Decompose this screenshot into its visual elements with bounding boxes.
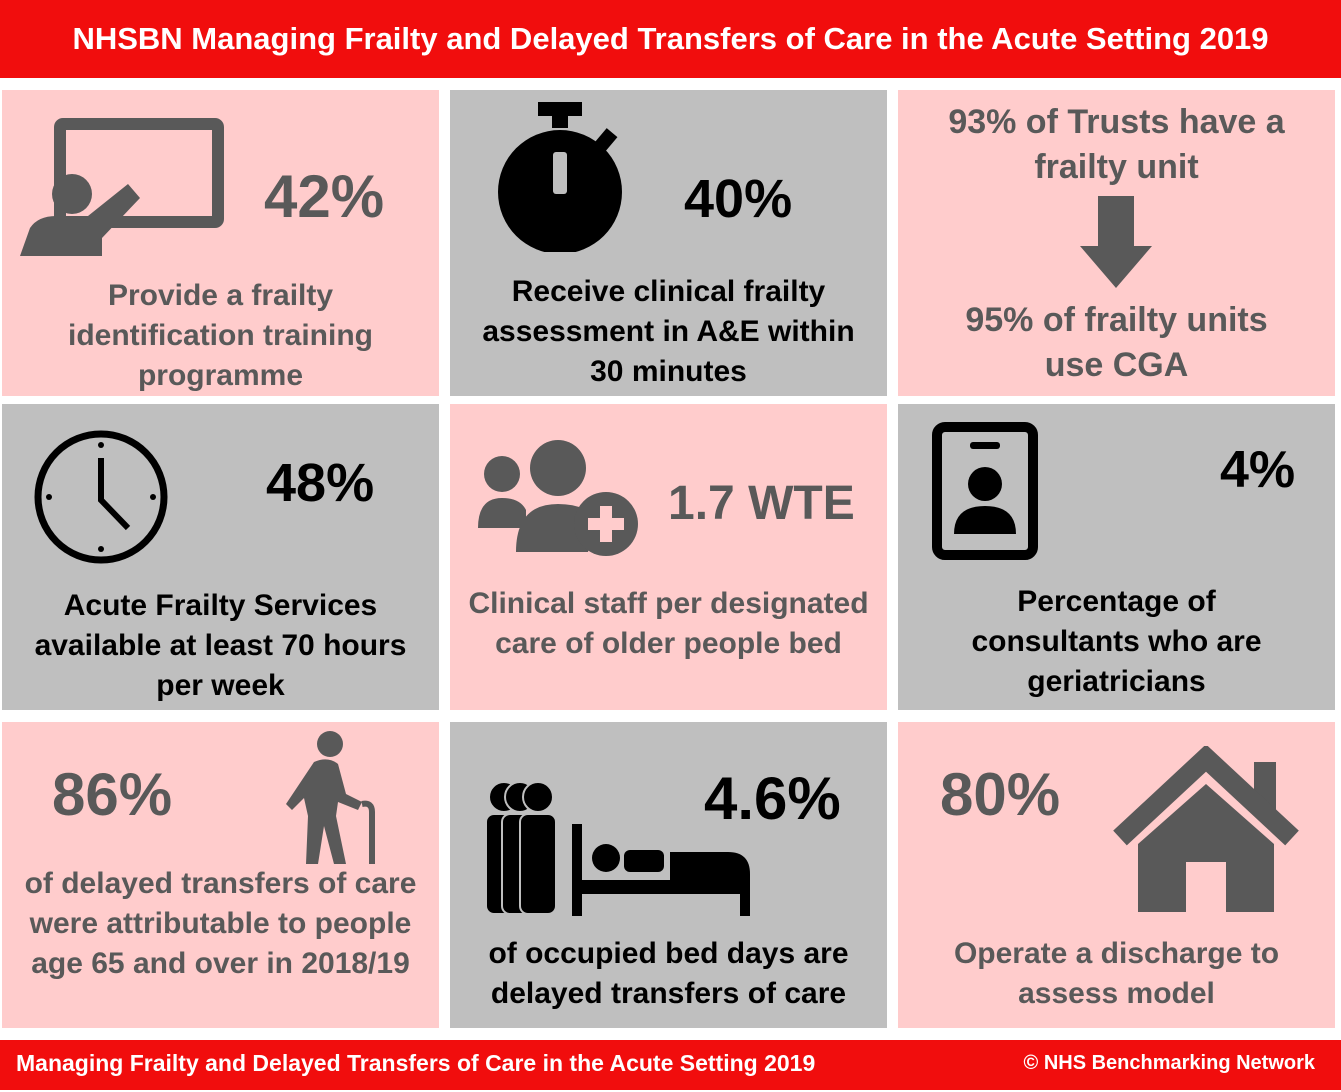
- stat-description: Operate a discharge to assess model: [953, 937, 1280, 1010]
- cga-text: 95% of frailty units use CGA: [965, 301, 1268, 384]
- stat-description: Receive clinical frailty assessment in A…: [482, 275, 855, 388]
- footer: Managing Frailty and Delayed Transfers o…: [0, 1040, 1341, 1090]
- tile-geriatricians: 4% Percentage of consultants who are ger…: [898, 404, 1335, 710]
- tile-assessment: 40% Receive clinical frailty assessment …: [450, 90, 887, 396]
- tile-training: 42% Provide a frailty identification tra…: [2, 90, 439, 396]
- down-arrow-icon: [1080, 196, 1152, 288]
- stat-value: 4%: [1220, 441, 1296, 499]
- tile-discharge-to-assess: 80% Operate a discharge to assess model: [898, 722, 1335, 1028]
- stat-description: of delayed transfers of care were attrib…: [24, 867, 417, 980]
- house-icon: [1113, 746, 1299, 912]
- users-add-icon: [478, 440, 638, 556]
- stat-description: Acute Frailty Services available at leas…: [34, 589, 407, 702]
- stopwatch-icon: [498, 102, 622, 252]
- elderly-person-icon: [286, 731, 375, 864]
- tile-bed-days: 4.6% of occupied bed days are delayed tr…: [450, 722, 887, 1028]
- footer-title: Managing Frailty and Delayed Transfers o…: [16, 1050, 816, 1076]
- presentation-icon: [20, 118, 224, 256]
- stat-value: 86%: [52, 761, 173, 828]
- stat-value: 48%: [266, 453, 375, 513]
- patient-in-bed-icon: [485, 781, 750, 916]
- footer-copyright: © NHS Benchmarking Network: [1023, 1052, 1315, 1074]
- stat-value: 40%: [684, 169, 793, 229]
- tile-frailty-unit: 93% of Trusts have a frailty unit 95% of…: [898, 90, 1335, 396]
- stat-description: Provide a frailty identification trainin…: [68, 279, 373, 392]
- id-badge-icon: [932, 422, 1038, 560]
- stat-value: 42%: [264, 163, 385, 230]
- stat-value: 4.6%: [704, 765, 841, 832]
- tile-clinical-staff: 1.7 WTE Clinical staff per designated ca…: [450, 404, 887, 710]
- tile-delayed-transfers-age: 86% of delayed transfers of care were at…: [2, 722, 439, 1028]
- frailty-unit-text: 93% of Trusts have a frailty unit: [948, 103, 1285, 186]
- stat-value: 1.7 WTE: [668, 477, 855, 530]
- stat-description: Clinical staff per designated care of ol…: [468, 587, 869, 660]
- stat-description: Percentage of consultants who are geriat…: [971, 585, 1262, 698]
- stat-description: of occupied bed days are delayed transfe…: [488, 937, 849, 1010]
- stat-value: 80%: [940, 761, 1061, 828]
- page-title: NHSBN Managing Frailty and Delayed Trans…: [0, 0, 1341, 78]
- tile-service-hours: 48% Acute Frailty Services available at …: [2, 404, 439, 710]
- clock-icon: [34, 430, 168, 564]
